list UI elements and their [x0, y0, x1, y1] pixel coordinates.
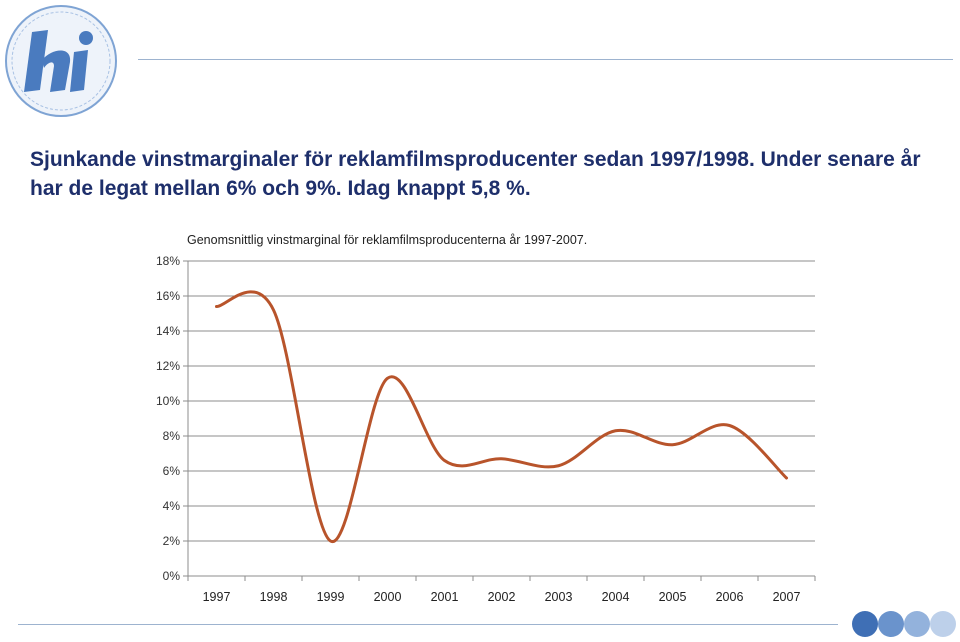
y-tick-label: 12% [156, 359, 180, 373]
bottom-divider [18, 624, 838, 625]
x-tick-label: 1997 [203, 590, 231, 604]
y-tick-label: 2% [163, 534, 181, 548]
dot-1 [852, 611, 878, 637]
dot-4 [930, 611, 956, 637]
y-tick-label: 14% [156, 324, 180, 338]
hi-logo [5, 5, 117, 117]
page-headline: Sjunkande vinstmarginaler för reklamfilm… [30, 148, 921, 200]
x-tick-label: 2003 [545, 590, 573, 604]
x-tick-label: 2005 [659, 590, 687, 604]
x-tick-label: 2006 [716, 590, 744, 604]
x-tick-label: 1999 [317, 590, 345, 604]
x-tick-label: 2004 [602, 590, 630, 604]
x-tick-label: 1998 [260, 590, 288, 604]
logo-letters [24, 30, 93, 92]
y-tick-label: 10% [156, 394, 180, 408]
x-tick-label: 2007 [773, 590, 801, 604]
y-tick-label: 0% [163, 569, 181, 583]
y-tick-label: 16% [156, 289, 180, 303]
x-tick-label: 2000 [374, 590, 402, 604]
decorative-dots [848, 608, 960, 642]
top-divider [138, 59, 953, 60]
y-tick-label: 6% [163, 464, 181, 478]
dot-2 [878, 611, 904, 637]
x-tick-label: 2001 [431, 590, 459, 604]
chart-title: Genomsnittlig vinstmarginal för reklamfi… [187, 233, 588, 247]
dot-3 [904, 611, 930, 637]
y-tick-label: 18% [156, 254, 180, 268]
y-tick-label: 4% [163, 499, 181, 513]
x-tick-label: 2002 [488, 590, 516, 604]
y-tick-label: 8% [163, 429, 181, 443]
series-line [215, 290, 788, 543]
